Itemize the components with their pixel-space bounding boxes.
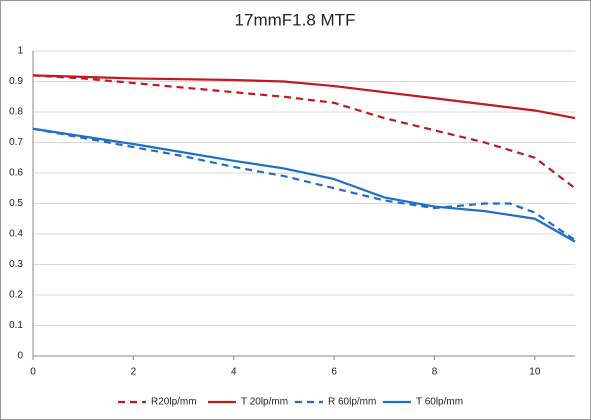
x-tick-label: 6 — [331, 367, 337, 378]
y-tick-label: 0.3 — [9, 259, 23, 270]
y-tick-label: 0.6 — [9, 168, 23, 179]
legend-label: R20lp/mm — [151, 397, 197, 408]
legend-label: R 60lp/mm — [328, 397, 376, 408]
y-tick-label: 0.7 — [9, 137, 23, 148]
chart-title: 17mmF1.8 MTF — [235, 10, 356, 29]
y-tick-label: 0 — [17, 351, 23, 362]
y-tick-label: 0.2 — [9, 290, 23, 301]
line-series — [32, 127, 576, 243]
line-series — [32, 74, 576, 120]
y-tick-label: 0.5 — [9, 198, 23, 209]
y-tick-label: 0.8 — [9, 107, 23, 118]
x-tick-label: 0 — [30, 367, 36, 378]
y-tick-label: 0.9 — [9, 76, 23, 87]
legend-label: T 60lp/mm — [416, 397, 463, 408]
y-tick-label: 0.1 — [9, 320, 23, 331]
legend-label: T 20lp/mm — [241, 397, 288, 408]
x-tick-label: 10 — [529, 367, 541, 378]
x-tick-label: 8 — [432, 367, 438, 378]
y-tick-label: 0.4 — [9, 229, 23, 240]
line-series — [32, 74, 576, 190]
y-tick-label: 1 — [17, 46, 23, 57]
x-tick-label: 4 — [231, 367, 237, 378]
x-tick-label: 2 — [131, 367, 137, 378]
line-series — [32, 127, 576, 242]
